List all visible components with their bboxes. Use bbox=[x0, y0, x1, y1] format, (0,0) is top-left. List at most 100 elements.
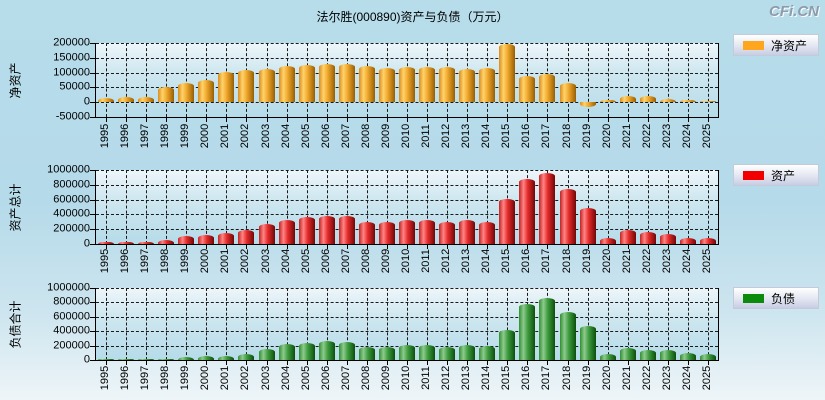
v-gridline bbox=[246, 43, 248, 117]
legend: 净资产 bbox=[733, 34, 819, 56]
x-tick-mark bbox=[226, 245, 228, 249]
bar-2024 bbox=[679, 238, 696, 244]
v-gridline bbox=[587, 288, 589, 360]
v-gridline bbox=[366, 170, 368, 244]
v-gridline bbox=[527, 43, 529, 117]
bar-1997 bbox=[138, 241, 155, 244]
y-tick-label: 400000 bbox=[53, 207, 90, 220]
x-tick-label-2020: 2020 bbox=[600, 248, 613, 274]
v-gridline bbox=[567, 288, 569, 360]
bar-2001 bbox=[218, 72, 235, 103]
x-tick-label-2018: 2018 bbox=[560, 365, 573, 391]
v-gridline bbox=[386, 288, 388, 360]
x-tick-label-2024: 2024 bbox=[680, 365, 693, 391]
v-gridline bbox=[427, 43, 429, 117]
y-axis-tick-labels: 200000 150000 100000 50000 0 -50000 bbox=[24, 36, 90, 122]
y-tick-mark bbox=[90, 331, 95, 333]
v-gridline bbox=[246, 170, 248, 244]
v-gridline bbox=[306, 43, 308, 117]
bar-2005 bbox=[298, 217, 315, 244]
bar-1997 bbox=[138, 359, 155, 361]
x-tick-mark bbox=[567, 118, 569, 122]
x-tick-label-2005: 2005 bbox=[299, 248, 312, 274]
x-tick-mark bbox=[166, 245, 168, 249]
v-gridline bbox=[627, 288, 629, 360]
y-tick-label: 0 bbox=[83, 237, 90, 250]
x-tick-label-2014: 2014 bbox=[480, 123, 493, 149]
x-tick-mark bbox=[206, 245, 208, 249]
x-tick-label-2000: 2000 bbox=[199, 248, 212, 274]
x-tick-mark bbox=[507, 118, 509, 122]
h-gridline bbox=[96, 87, 718, 89]
v-gridline bbox=[326, 288, 328, 360]
h-gridline bbox=[96, 199, 718, 201]
x-tick-label-2012: 2012 bbox=[440, 123, 453, 149]
x-tick-label-2024: 2024 bbox=[680, 248, 693, 274]
v-gridline bbox=[126, 170, 128, 244]
v-gridline bbox=[447, 170, 449, 244]
x-tick-mark bbox=[306, 361, 308, 365]
bar-1996 bbox=[118, 359, 135, 361]
x-tick-mark bbox=[166, 118, 168, 122]
bar-2015 bbox=[499, 198, 516, 244]
x-tick-label-2016: 2016 bbox=[520, 123, 533, 149]
x-tick-mark bbox=[346, 245, 348, 249]
bar-2022 bbox=[639, 96, 656, 103]
v-gridline bbox=[527, 288, 529, 360]
v-gridline bbox=[286, 288, 288, 360]
x-tick-mark bbox=[106, 245, 108, 249]
x-tick-mark bbox=[547, 245, 549, 249]
v-gridline bbox=[527, 170, 529, 244]
h-gridline bbox=[96, 214, 718, 216]
legend-label: 负债 bbox=[771, 291, 796, 306]
x-tick-mark bbox=[407, 118, 408, 122]
x-tick-label-2001: 2001 bbox=[219, 365, 232, 391]
x-tick-label-1999: 1999 bbox=[179, 248, 192, 274]
v-gridline bbox=[587, 170, 589, 244]
y-tick-label: 1000000 bbox=[47, 163, 90, 176]
x-tick-mark bbox=[186, 118, 188, 122]
bar-2025 bbox=[699, 237, 716, 244]
bar-2007 bbox=[338, 216, 355, 244]
bar-2006 bbox=[318, 64, 335, 103]
v-gridline bbox=[106, 170, 108, 244]
bar-2008 bbox=[358, 221, 375, 244]
v-gridline bbox=[226, 170, 228, 244]
x-tick-mark bbox=[647, 361, 649, 365]
v-gridline bbox=[607, 43, 609, 117]
x-tick-label-2018: 2018 bbox=[560, 123, 573, 149]
x-tick-label-2005: 2005 bbox=[299, 365, 312, 391]
v-gridline bbox=[607, 288, 609, 360]
x-tick-label-2002: 2002 bbox=[239, 248, 252, 274]
v-gridline bbox=[266, 170, 268, 244]
v-gridline bbox=[607, 170, 609, 244]
x-tick-label-2022: 2022 bbox=[640, 248, 653, 274]
x-tick-label-2004: 2004 bbox=[279, 123, 292, 149]
v-gridline bbox=[346, 288, 348, 360]
h-gridline bbox=[96, 57, 718, 59]
bar-2018 bbox=[559, 189, 576, 244]
bar-2012 bbox=[439, 346, 456, 360]
x-tick-mark bbox=[126, 118, 128, 122]
bar-2002 bbox=[238, 354, 255, 360]
v-gridline bbox=[366, 43, 368, 117]
x-tick-mark bbox=[246, 245, 248, 249]
v-gridline bbox=[346, 43, 348, 117]
bar-2024 bbox=[679, 353, 696, 360]
x-tick-mark bbox=[186, 245, 188, 249]
v-gridline bbox=[647, 43, 649, 117]
x-tick-mark bbox=[587, 118, 589, 122]
bar-2009 bbox=[378, 68, 395, 103]
y-axis-title-text: 资产总计 bbox=[8, 182, 23, 232]
v-gridline bbox=[206, 43, 208, 117]
v-gridline bbox=[687, 170, 689, 244]
x-tick-mark bbox=[647, 118, 649, 122]
v-gridline bbox=[547, 43, 549, 117]
y-axis-title-text: 负债合计 bbox=[8, 299, 23, 349]
bar-2016 bbox=[519, 76, 536, 103]
v-gridline bbox=[326, 170, 328, 244]
x-tick-mark bbox=[166, 361, 168, 365]
h-gridline bbox=[96, 72, 718, 74]
x-tick-label-2011: 2011 bbox=[420, 366, 433, 390]
